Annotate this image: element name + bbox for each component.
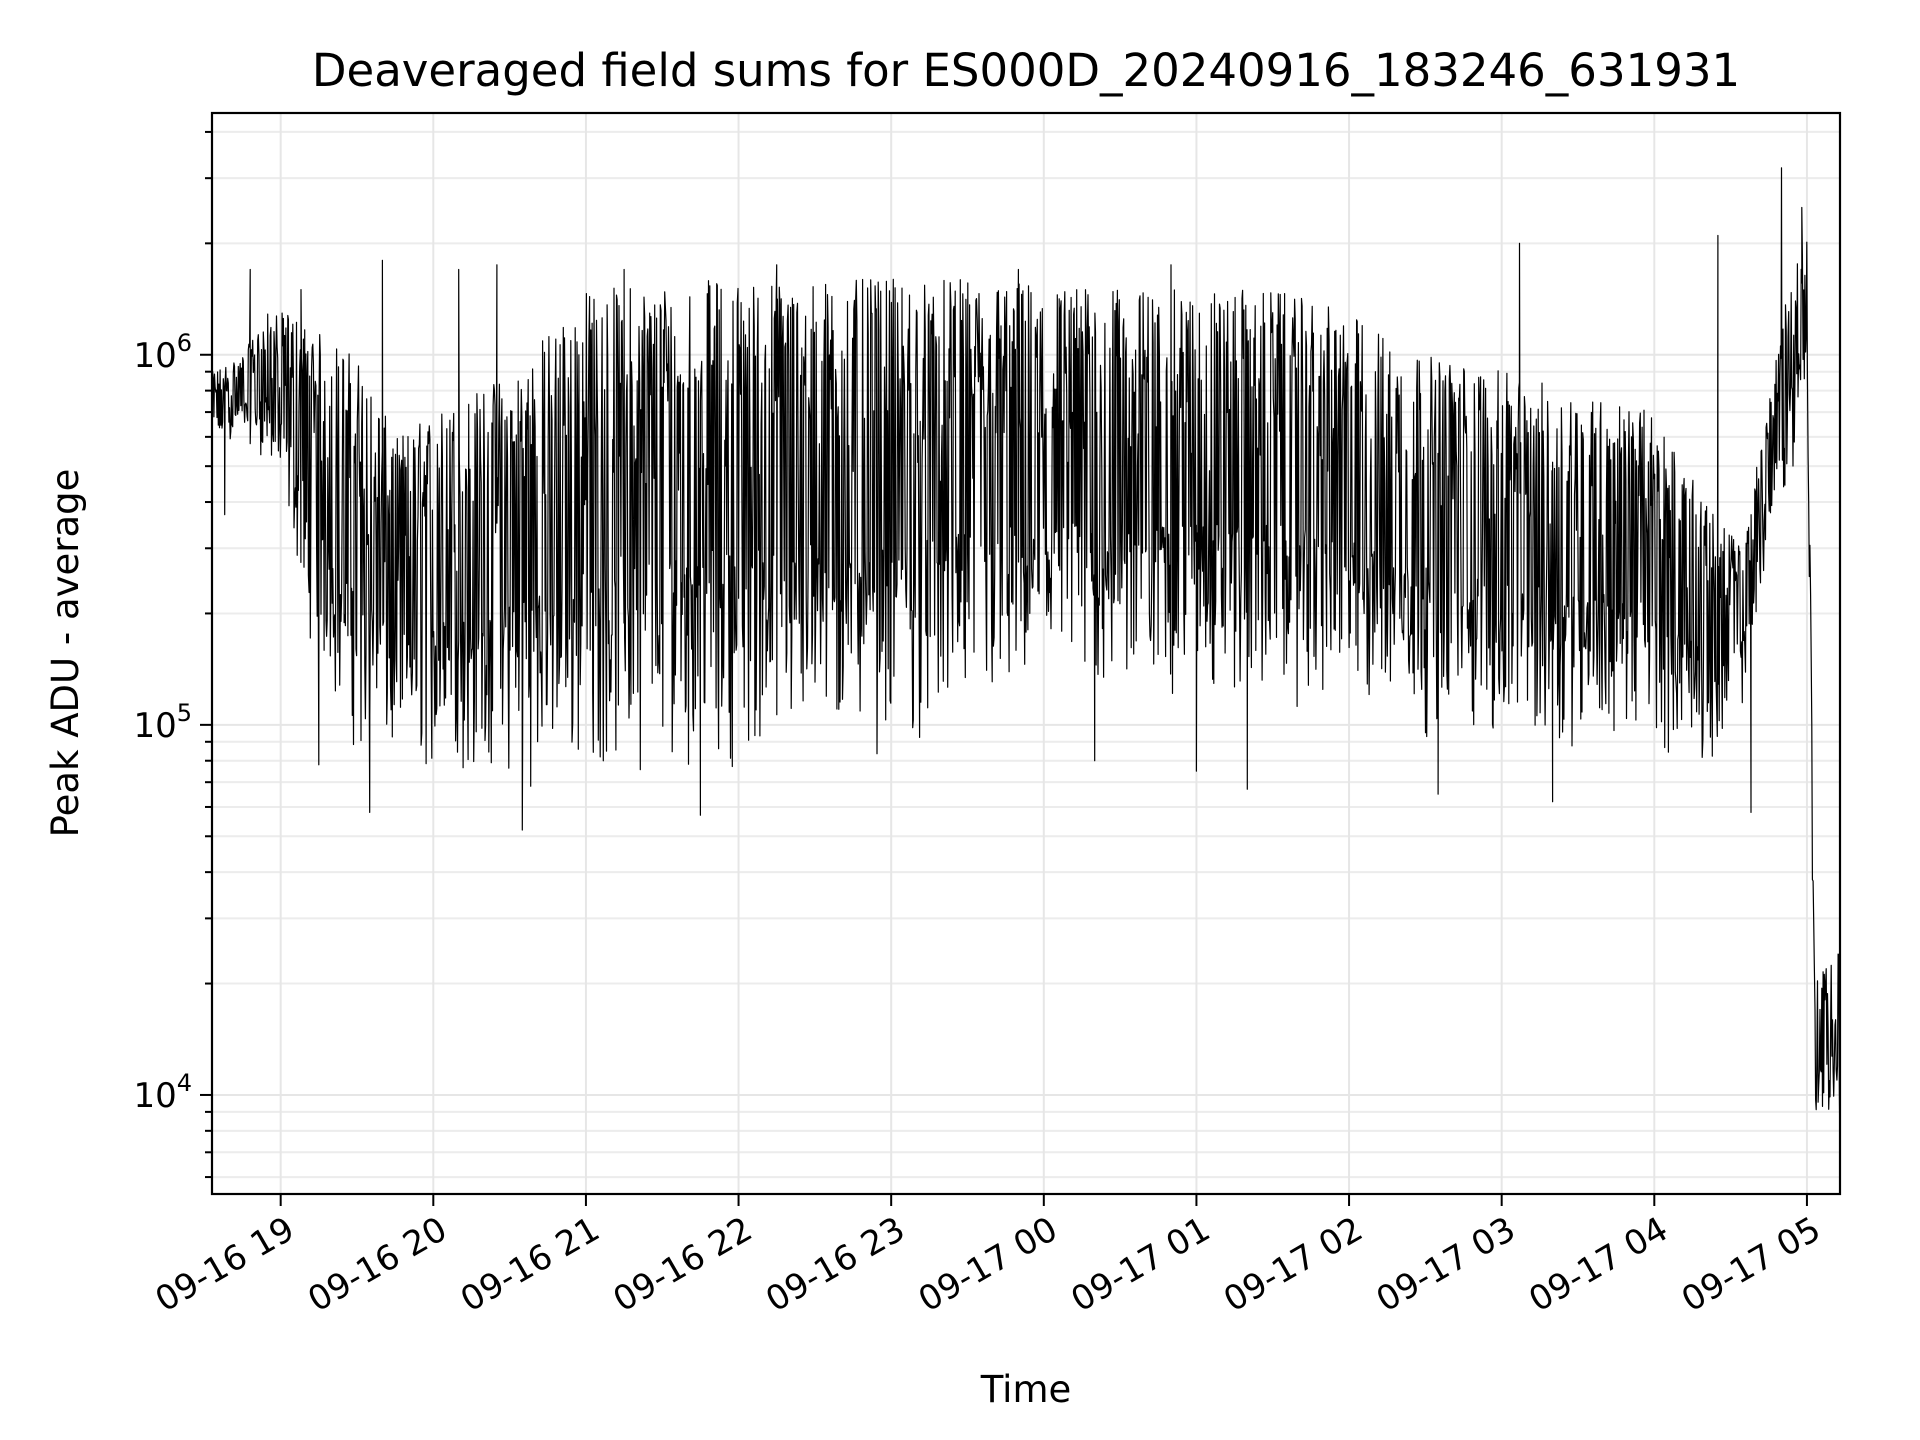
plot-frame xyxy=(210,111,1842,1196)
y-tick-label: 104 xyxy=(133,1069,192,1116)
y-tick-label: 106 xyxy=(133,329,192,376)
y-axis-label: Peak ADU - average xyxy=(44,469,87,838)
chart-title: Deaveraged field sums for ES000D_2024091… xyxy=(312,44,1740,97)
x-axis-label: Time xyxy=(980,1368,1072,1411)
grid-layer xyxy=(212,113,1840,1194)
series-line xyxy=(211,167,1841,1153)
series-layer xyxy=(211,167,1841,1153)
y-tick-label: 105 xyxy=(133,699,192,746)
